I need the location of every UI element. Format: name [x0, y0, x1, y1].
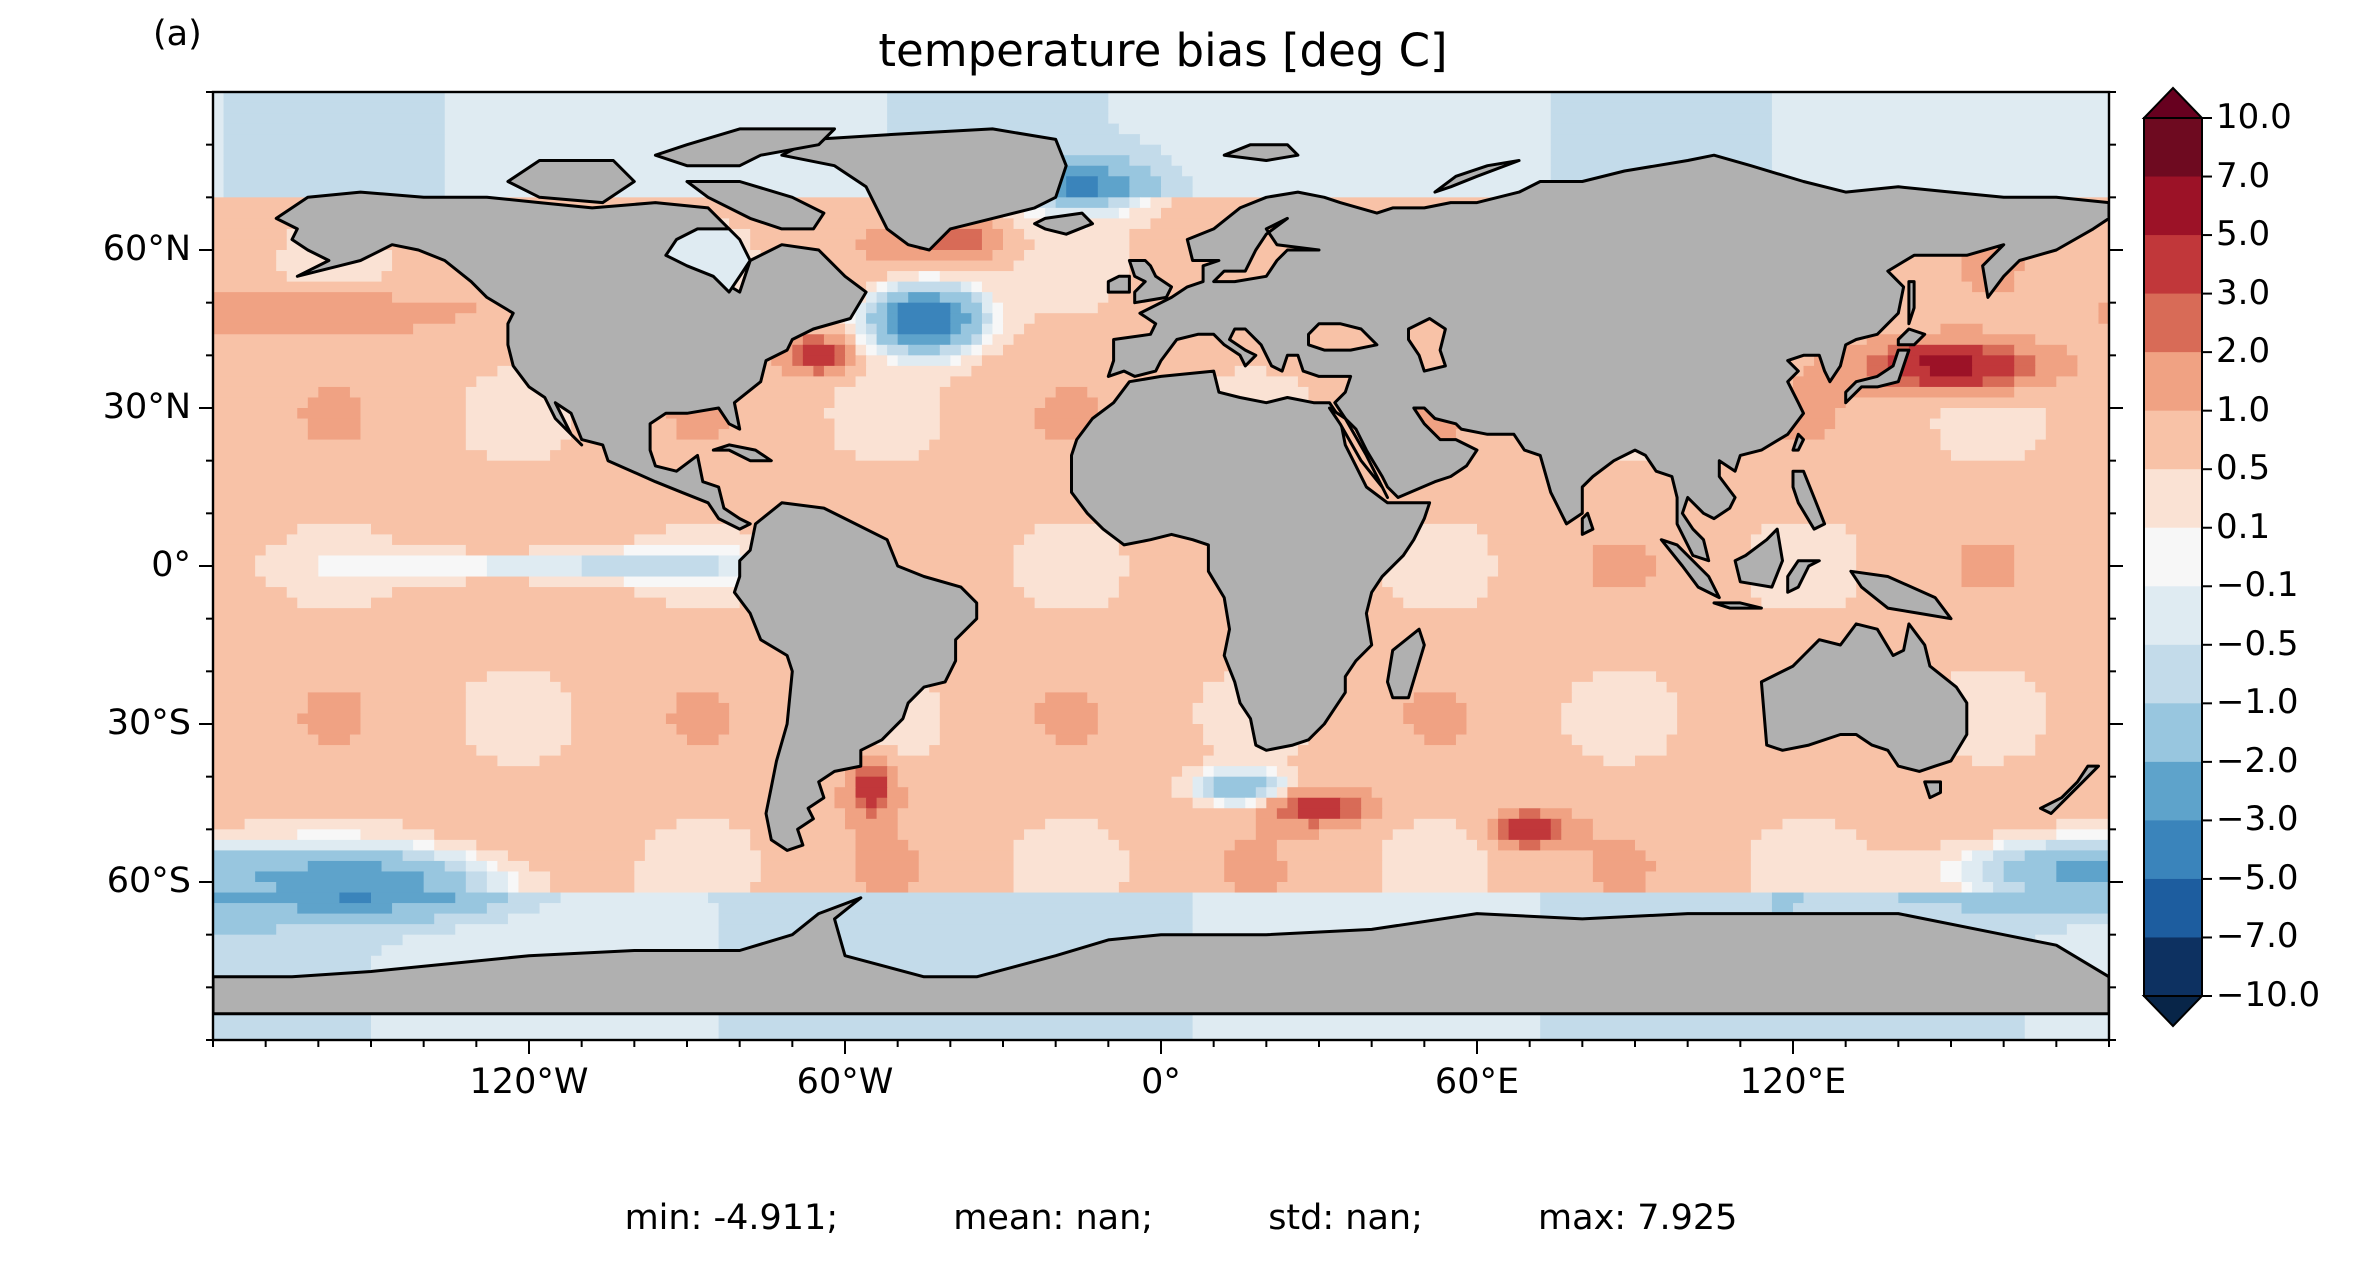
- landmass-canadian-arctic-b: [685, 180, 826, 231]
- colorbar-segment: [2144, 176, 2202, 236]
- map-axis-ticks: [199, 91, 2123, 1054]
- sea-red-sea: [1328, 406, 1389, 499]
- landmass-cuba: [711, 443, 773, 463]
- landmass-hokkaido: [1896, 327, 1927, 347]
- landmass-antarctica: [213, 896, 2109, 1016]
- colorbar-segment: [2144, 878, 2202, 938]
- landmass-svalbard: [1222, 143, 1300, 162]
- landmass-sri-lanka: [1580, 511, 1595, 536]
- colorbar-segment: [2144, 410, 2202, 470]
- stats-line: min: -4.911; mean: nan; std: nan; max: 7…: [0, 1198, 2362, 1238]
- colorbar-segment: [2144, 644, 2202, 704]
- colorbar-under-triangle: [2141, 995, 2205, 1028]
- colorbar-segment: [2144, 761, 2202, 821]
- colorbar-segment: [2144, 937, 2202, 997]
- landmass-tasmania: [1923, 780, 1942, 800]
- lon-tick-label: 60°W: [796, 1062, 894, 1102]
- colorbar-frame: [2143, 117, 2203, 997]
- colorbar-tick-label: 0.1: [2216, 506, 2271, 547]
- colorbar-tick-label: −5.0: [2216, 857, 2299, 898]
- landmass-uk: [1127, 259, 1173, 305]
- landmass-sumatra: [1659, 538, 1721, 600]
- colorbar-segment: [2144, 527, 2202, 587]
- colorbar-tick-label: −7.0: [2216, 916, 2299, 957]
- landmass-sakhalin: [1907, 280, 1916, 326]
- lat-tick-label: 60°S: [106, 861, 191, 901]
- lon-tick-label: 0°: [1141, 1062, 1181, 1102]
- stat-mean: mean: nan;: [953, 1198, 1154, 1238]
- colorbar: 10.0 7.0 5.0 3.0 2.0 1.0 0.5 0.1 −0.1 −0.5 −1.0 −2.…: [2140, 86, 2362, 1046]
- colorbar-segment: [2144, 235, 2202, 295]
- landmass-philippines: [1791, 469, 1827, 531]
- landmass-madagascar: [1386, 627, 1426, 700]
- colorbar-tick-label: 0.5: [2216, 448, 2271, 489]
- lat-tick-label: 30°N: [102, 387, 191, 427]
- lon-tick-label: 120°W: [469, 1062, 589, 1102]
- colorbar-segment: [2144, 820, 2202, 880]
- colorbar-tick-label: −2.0: [2216, 740, 2299, 781]
- lat-tick-label: 60°N: [102, 229, 191, 269]
- landmass-greenland: [780, 127, 1068, 252]
- colorbar-segment: [2144, 703, 2202, 763]
- landmass-japan: [1844, 348, 1911, 405]
- colorbar-over-triangle: [2141, 86, 2205, 119]
- colorbar-tick-label: 3.0: [2216, 272, 2271, 313]
- sea-baltic: [1212, 216, 1321, 284]
- colorbar-tick-label: −3.0: [2216, 799, 2299, 840]
- sea-caspian: [1407, 317, 1447, 373]
- colorbar-tick-label: 2.0: [2216, 331, 2271, 372]
- colorbar-segment: [2144, 586, 2202, 646]
- stat-max: max: 7.925: [1538, 1198, 1738, 1238]
- landmass-novaya-zemlya: [1433, 159, 1521, 194]
- colorbar-segment: [2144, 118, 2202, 178]
- landmass-java: [1712, 601, 1763, 610]
- stat-min: min: -4.911;: [624, 1198, 839, 1238]
- landmass-africa: [1070, 369, 1432, 752]
- colorbar-tick-label: 10.0: [2216, 97, 2292, 137]
- landmass-canadian-arctic-a: [653, 127, 836, 168]
- landmass-new-zealand: [2039, 764, 2100, 815]
- map-title: temperature bias [deg C]: [878, 24, 1448, 77]
- landmass-new-guinea: [1849, 569, 1953, 621]
- landmass-australia: [1759, 622, 1969, 773]
- sea-black-sea: [1307, 322, 1379, 352]
- map-panel: 60°N 30°N 0° 30°S 60°S 120°W 60°W 0° 60°E 120°E: [103, 90, 2123, 1102]
- panel-label: (a): [153, 14, 202, 54]
- lon-tick-label: 60°E: [1434, 1062, 1520, 1102]
- lat-tick-label: 30°S: [106, 703, 191, 743]
- landmass-canadian-arctic-c: [506, 159, 636, 205]
- landmass-taiwan: [1791, 432, 1805, 452]
- lon-tick-label: 120°E: [1739, 1062, 1847, 1102]
- landmass-south-america: [732, 501, 979, 852]
- landmass-iceland: [1033, 211, 1094, 236]
- world-map: [199, 90, 2123, 1054]
- stat-std: std: nan;: [1268, 1198, 1423, 1238]
- colorbar-segment: [2144, 293, 2202, 353]
- colorbar-tick-label: 7.0: [2216, 155, 2271, 196]
- landmass-eurasia: [1106, 153, 2109, 563]
- colorbar-tick-label: −0.1: [2216, 565, 2299, 606]
- land-masses: [213, 127, 2109, 1016]
- lat-tick-label: 0°: [151, 545, 191, 585]
- landmass-ireland: [1106, 274, 1131, 294]
- landmass-borneo: [1733, 527, 1784, 589]
- colorbar-segment: [2144, 352, 2202, 412]
- colorbar-tick-label: 1.0: [2216, 389, 2271, 430]
- landmass-sulawesi: [1786, 559, 1821, 594]
- colorbar-tick-label: −0.5: [2216, 623, 2299, 664]
- colorbar-tick-label: −10.0: [2216, 975, 2321, 1015]
- colorbar-graphic: [2141, 86, 2212, 1028]
- colorbar-tick-label: 5.0: [2216, 214, 2271, 255]
- colorbar-segment: [2144, 469, 2202, 529]
- colorbar-tick-label: −1.0: [2216, 682, 2299, 723]
- sea-hudson-bay: [664, 227, 752, 294]
